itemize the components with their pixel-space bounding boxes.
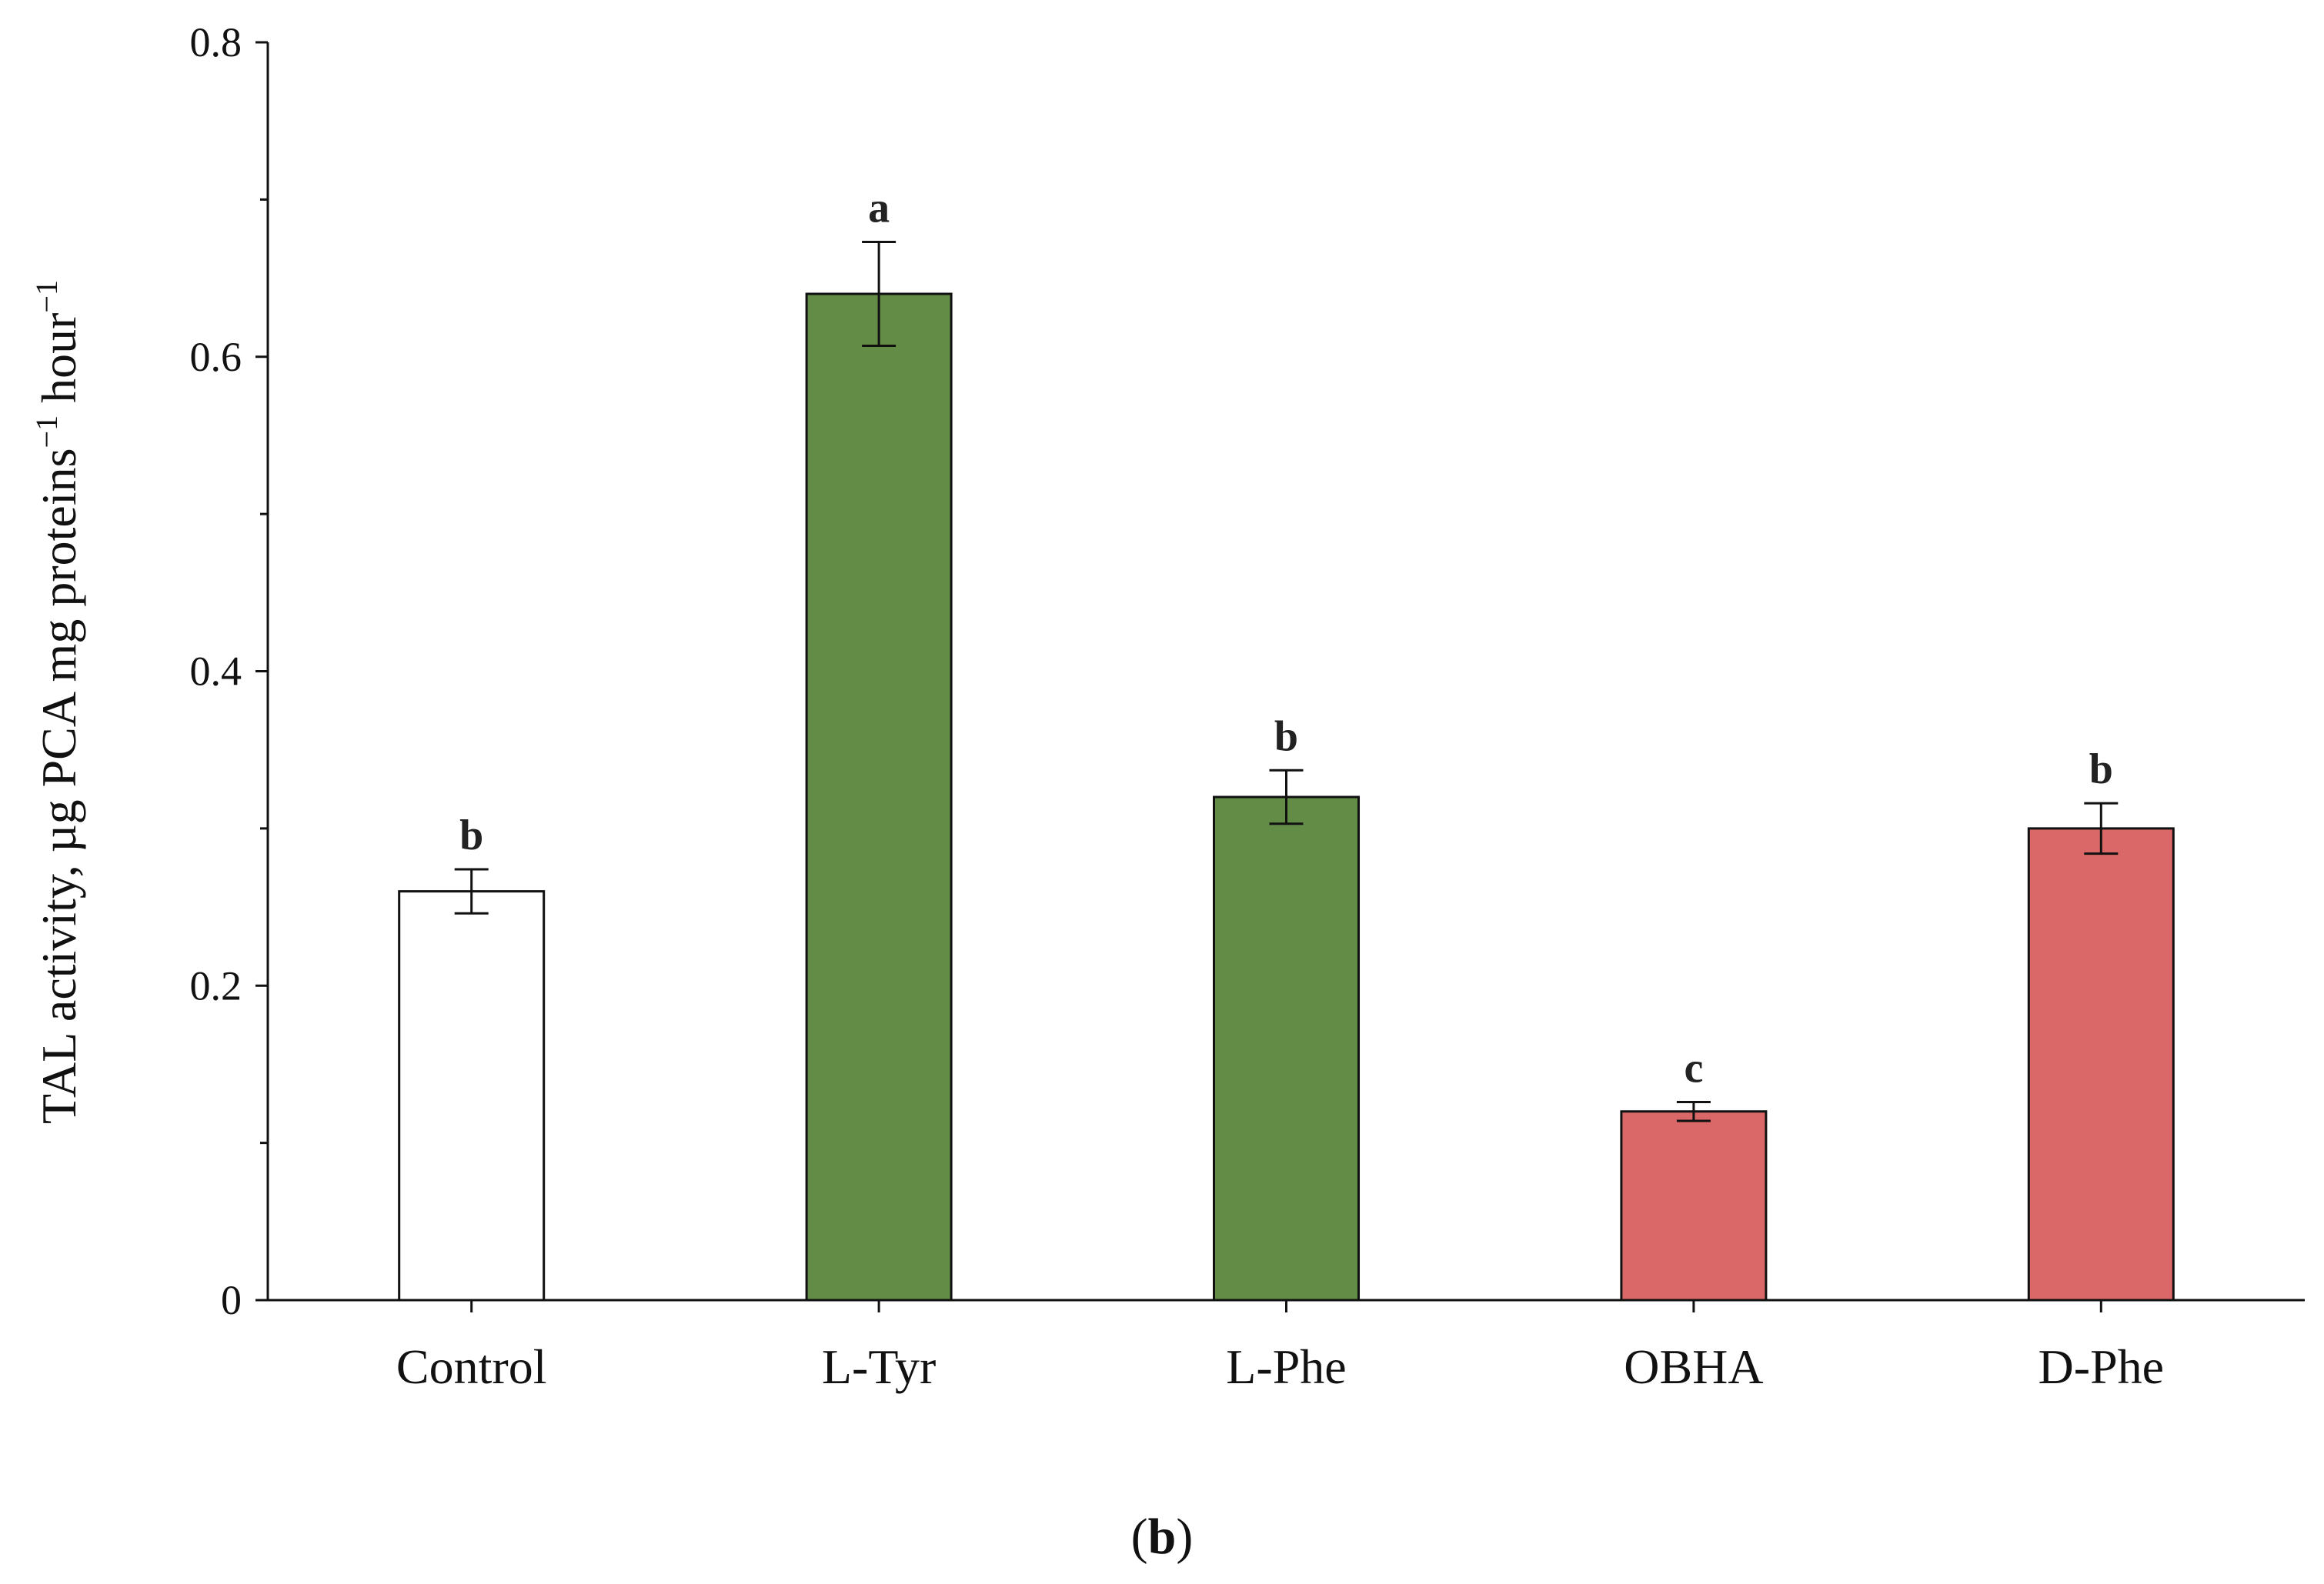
bar-d-phe [2027, 827, 2175, 1302]
y-tick-label: 0.4 [190, 649, 242, 695]
category-label: L-Phe [1226, 1339, 1346, 1394]
y-tick-label: 0 [221, 1277, 242, 1323]
category-label: OBHA [1624, 1339, 1763, 1394]
category-label: Control [396, 1339, 547, 1394]
bar-control [398, 890, 546, 1302]
significance-label: c [1684, 1044, 1703, 1092]
y-tick-label: 0.2 [190, 962, 242, 1009]
significance-label: b [1274, 712, 1298, 760]
y-axis-title: TAL activity, µg PCA mg proteins−1 hour−… [29, 280, 86, 1124]
y-tick-label: 0.6 [190, 334, 242, 380]
error-bars [454, 241, 2119, 1122]
significance-label: b [2089, 745, 2113, 793]
category-label: L-Tyr [822, 1339, 936, 1394]
bar-l-tyr [805, 292, 953, 1302]
labels: 0 0.2 0.4 0.6 0.8 b Control a L-Tyr b L-Phe c OBHA b D… [190, 19, 2165, 1394]
significance-label: a [868, 185, 890, 232]
significance-label: b [459, 812, 483, 859]
bar-l-phe [1213, 795, 1360, 1302]
y-tick-label: 0.8 [190, 19, 242, 65]
category-label: D-Phe [2039, 1339, 2165, 1394]
bar-obha [1620, 1110, 1768, 1302]
panel-label: (b) [1130, 1509, 1194, 1565]
bars [398, 292, 2175, 1302]
